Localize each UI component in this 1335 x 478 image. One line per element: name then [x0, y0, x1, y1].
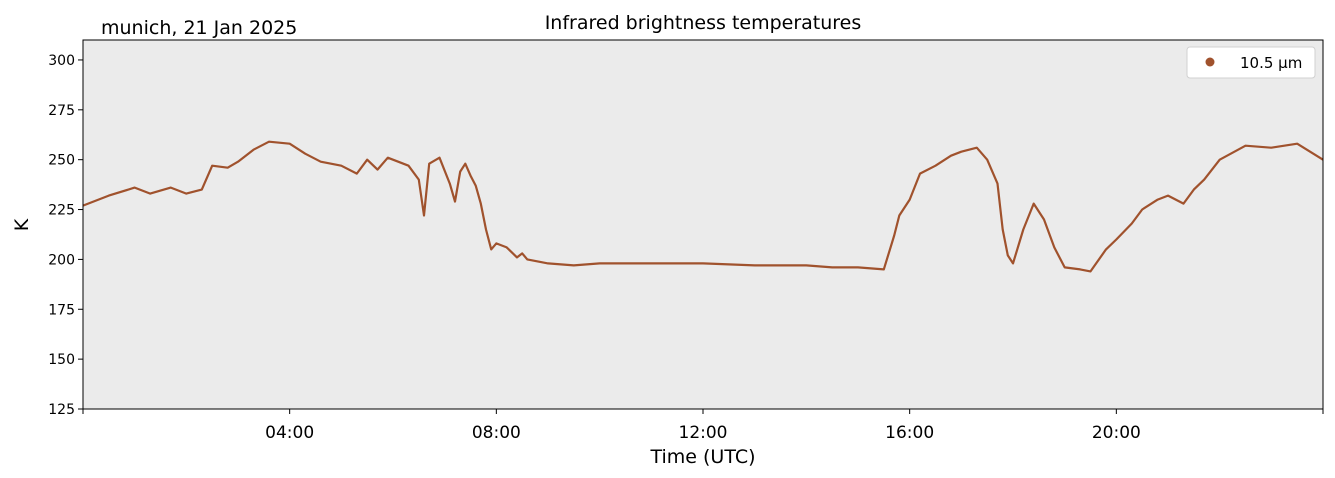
series-layer — [82, 140, 1324, 273]
series-line-0 — [82, 140, 1324, 273]
y-axis-label: K — [11, 218, 33, 231]
location-date-label: munich, 21 Jan 2025 — [101, 17, 297, 39]
x-tick-label: 08:00 — [472, 423, 521, 443]
y-axis: 125 150 175 200 225 250 275 300 — [48, 53, 83, 418]
y-tick-label: 275 — [48, 103, 75, 119]
legend-entry: 10.5 µm — [1240, 54, 1302, 72]
x-tick-label: 04:00 — [265, 423, 314, 443]
chart-title: Infrared brightness temperatures — [545, 12, 862, 34]
y-tick-label: 250 — [48, 153, 75, 169]
legend: 10.5 µm — [1186, 46, 1316, 79]
x-tick-label: 12:00 — [679, 423, 728, 443]
y-tick-label: 175 — [48, 302, 75, 318]
plot-area — [83, 40, 1323, 409]
y-tick-label: 225 — [48, 203, 75, 219]
x-tick-label: 16:00 — [885, 423, 934, 443]
y-tick-label: 150 — [48, 352, 75, 368]
plot-frame — [82, 39, 1324, 410]
x-axis: 04:00 08:00 12:00 16:00 20:00 — [82, 409, 1324, 443]
y-tick-label: 200 — [48, 252, 75, 268]
x-axis-label: Time (UTC) — [649, 446, 755, 468]
legend-marker — [1205, 57, 1215, 67]
legend-box — [1186, 46, 1316, 79]
y-tick-label: 125 — [48, 402, 75, 418]
x-tick-label: 20:00 — [1092, 423, 1141, 443]
y-tick-label: 300 — [48, 53, 75, 69]
